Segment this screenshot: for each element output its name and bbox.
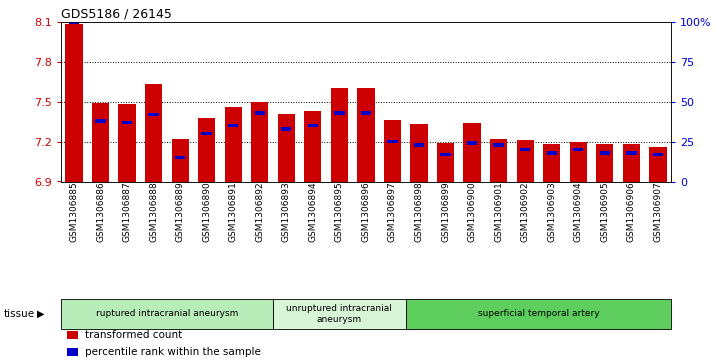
Bar [228,124,238,127]
Text: GSM1306904: GSM1306904 [574,182,583,242]
Bar [600,151,610,155]
Bar [463,123,481,182]
Text: GSM1306896: GSM1306896 [361,182,371,242]
Text: percentile rank within the sample: percentile rank within the sample [85,347,261,358]
Text: unruptured intracranial
aneurysm: unruptured intracranial aneurysm [286,304,392,324]
Bar [67,348,78,356]
Text: GSM1306888: GSM1306888 [149,182,158,242]
Text: GSM1306895: GSM1306895 [335,182,344,242]
Text: GSM1306891: GSM1306891 [228,182,238,242]
Bar [626,151,636,155]
Text: GSM1306907: GSM1306907 [653,182,663,242]
Bar [225,107,242,182]
Text: GSM1306892: GSM1306892 [256,182,264,242]
Text: GSM1306890: GSM1306890 [202,182,211,242]
Bar [573,148,583,151]
Text: GSM1306894: GSM1306894 [308,182,317,242]
Bar [67,331,78,339]
Bar [251,102,268,182]
Text: GSM1306901: GSM1306901 [494,182,503,242]
Bar [149,113,159,116]
Bar [69,20,79,24]
Bar [145,84,162,182]
Text: GSM1306897: GSM1306897 [388,182,397,242]
Text: GSM1306898: GSM1306898 [415,182,423,242]
Bar [96,119,106,123]
Bar [546,151,557,155]
Text: GSM1306893: GSM1306893 [282,182,291,242]
Bar [520,148,531,151]
Bar [201,132,212,135]
Bar [543,144,560,182]
Bar [490,139,507,182]
Bar [357,88,375,182]
Bar [175,156,186,159]
Bar [411,124,428,182]
Text: GSM1306905: GSM1306905 [600,182,609,242]
Text: GSM1306885: GSM1306885 [69,182,79,242]
Text: GDS5186 / 26145: GDS5186 / 26145 [61,8,171,21]
Text: superficial temporal artery: superficial temporal artery [478,310,599,318]
Text: GSM1306889: GSM1306889 [176,182,185,242]
Text: GSM1306902: GSM1306902 [521,182,530,242]
Bar [334,111,345,115]
Text: GSM1306906: GSM1306906 [627,182,636,242]
FancyBboxPatch shape [406,299,671,329]
FancyBboxPatch shape [273,299,406,329]
Bar [281,127,291,131]
Bar [119,104,136,182]
Bar [304,111,321,182]
Bar [122,121,132,124]
Bar [596,144,613,182]
Text: transformed count: transformed count [85,330,182,340]
Text: tissue: tissue [4,309,35,319]
Bar [308,124,318,127]
Text: GSM1306899: GSM1306899 [441,182,450,242]
Bar [92,103,109,182]
Bar [441,152,451,156]
Bar [255,111,265,115]
Text: GSM1306887: GSM1306887 [123,182,131,242]
Bar [653,152,663,156]
Bar [171,139,188,182]
Bar [570,142,587,182]
Bar [493,143,504,147]
FancyBboxPatch shape [61,299,273,329]
Text: GSM1306886: GSM1306886 [96,182,105,242]
Bar [278,114,295,182]
Bar [623,144,640,182]
Bar [414,143,424,147]
Bar [387,140,398,143]
Text: GSM1306900: GSM1306900 [468,182,476,242]
Bar [331,88,348,182]
Text: GSM1306903: GSM1306903 [547,182,556,242]
Bar [516,140,534,182]
Bar [361,111,371,115]
Bar [649,147,666,182]
Bar [384,120,401,182]
Text: ruptured intracranial aneurysm: ruptured intracranial aneurysm [96,310,238,318]
Bar [66,24,83,182]
Bar [437,143,454,182]
Text: ▶: ▶ [37,309,45,319]
Bar [467,142,477,145]
Bar [198,118,216,182]
